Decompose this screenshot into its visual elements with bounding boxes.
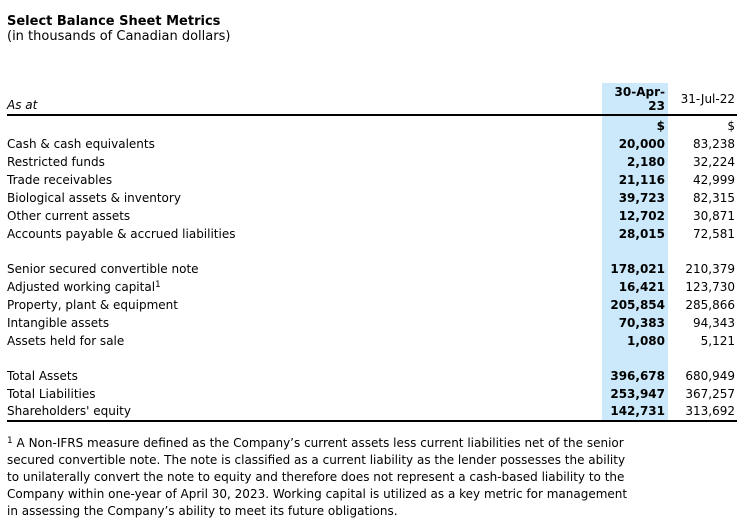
column-header-prior-period: 31-Jul-22 [668, 83, 737, 116]
row-value-current: 70,383 [602, 314, 668, 332]
table-row: Cash & cash equivalents 20,000 83,238 [7, 135, 737, 153]
row-value-current: 396,678 [602, 367, 668, 385]
row-value-prior [668, 243, 737, 260]
table-row: Restricted funds 2,180 32,224 [7, 153, 737, 171]
table-row: Intangible assets 70,383 94,343 [7, 314, 737, 332]
table-row: Senior secured convertible note 178,021 … [7, 260, 737, 278]
row-label: Trade receivables [7, 173, 113, 187]
row-value-prior: 94,343 [693, 316, 735, 330]
as-at-label: As at [7, 83, 602, 116]
row-value-prior: 30,871 [693, 209, 735, 223]
row-label: Adjusted working capital1 [7, 280, 161, 294]
row-value-prior: 680,949 [685, 369, 735, 383]
table-row: Other current assets 12,702 30,871 [7, 207, 737, 225]
row-value-current: 2,180 [602, 153, 668, 171]
row-label [7, 243, 602, 260]
table-row: Trade receivables 21,116 42,999 [7, 171, 737, 189]
row-value-prior: 285,866 [685, 298, 735, 312]
row-value-current: 28,015 [602, 225, 668, 243]
row-value-prior: 32,224 [693, 155, 735, 169]
row-label: Other current assets [7, 209, 131, 223]
table-header-row: As at 30-Apr-23 31-Jul-22 [7, 83, 737, 116]
row-value-current: 20,000 [602, 135, 668, 153]
row-value-prior: 5,121 [700, 334, 735, 348]
table-row: Assets held for sale 1,080 5,121 [7, 332, 737, 350]
row-label [7, 350, 602, 367]
footnote-reference: 1 [155, 280, 161, 290]
table-row: Biological assets & inventory 39,723 82,… [7, 189, 737, 207]
footnote-marker: 1 [7, 436, 13, 446]
row-value-prior: 123,730 [685, 280, 735, 294]
row-value-current [602, 350, 668, 367]
row-value-prior: 82,315 [693, 191, 735, 205]
table-body: Cash & cash equivalents 20,000 83,238 Re… [7, 135, 737, 422]
row-value-current: 178,021 [602, 260, 668, 278]
currency-row: $ $ [7, 115, 737, 135]
row-value-prior [668, 350, 737, 367]
row-label: Accounts payable & accrued liabilities [7, 227, 236, 241]
footnote-text: A Non-IFRS measure defined as the Compan… [7, 436, 628, 518]
row-value-current: 1,080 [602, 332, 668, 350]
row-value-prior: 313,692 [668, 403, 737, 422]
row-label: Biological assets & inventory [7, 191, 181, 205]
row-value-prior: 83,238 [693, 137, 735, 151]
table-row: Property, plant & equipment 205,854 285,… [7, 296, 737, 314]
currency-symbol-current: $ [602, 115, 668, 135]
row-label: Intangible assets [7, 316, 110, 330]
table-row: Total Liabilities 253,947 367,257 [7, 385, 737, 403]
footnote: 1 A Non-IFRS measure defined as the Comp… [7, 435, 639, 520]
row-label: Assets held for sale [7, 334, 125, 348]
balance-sheet-table: As at 30-Apr-23 31-Jul-22 $ $ Cash & cas… [7, 83, 737, 422]
row-value-prior: 210,379 [685, 262, 735, 276]
row-value-prior: 367,257 [685, 387, 735, 401]
column-header-current-period: 30-Apr-23 [602, 83, 668, 116]
row-value-current: 142,731 [602, 403, 668, 422]
row-value-current: 16,421 [602, 278, 668, 296]
row-label: Senior secured convertible note [7, 262, 199, 276]
row-value-prior: 42,999 [693, 173, 735, 187]
row-value-current: 21,116 [602, 171, 668, 189]
page-title: Select Balance Sheet Metrics [7, 14, 221, 29]
row-value-current: 39,723 [602, 189, 668, 207]
row-label: Shareholders' equity [7, 403, 602, 422]
currency-symbol-prior: $ [727, 119, 735, 133]
row-label: Property, plant & equipment [7, 298, 178, 312]
spacer-row [7, 350, 737, 367]
table-row: Shareholders' equity 142,731 313,692 [7, 403, 737, 422]
row-label: Cash & cash equivalents [7, 137, 155, 151]
row-label: Total Liabilities [7, 387, 96, 401]
spacer-row [7, 243, 737, 260]
page-subtitle: (in thousands of Canadian dollars) [7, 29, 231, 44]
table-row: Adjusted working capital1 16,421 123,730 [7, 278, 737, 296]
row-value-current: 253,947 [602, 385, 668, 403]
row-value-current: 12,702 [602, 207, 668, 225]
table-row: Total Assets 396,678 680,949 [7, 367, 737, 385]
currency-row-spacer [7, 115, 602, 135]
row-label: Restricted funds [7, 155, 105, 169]
row-value-current: 205,854 [602, 296, 668, 314]
row-value-prior: 72,581 [693, 227, 735, 241]
row-value-current [602, 243, 668, 260]
row-label: Total Assets [7, 369, 78, 383]
table-row: Accounts payable & accrued liabilities 2… [7, 225, 737, 243]
